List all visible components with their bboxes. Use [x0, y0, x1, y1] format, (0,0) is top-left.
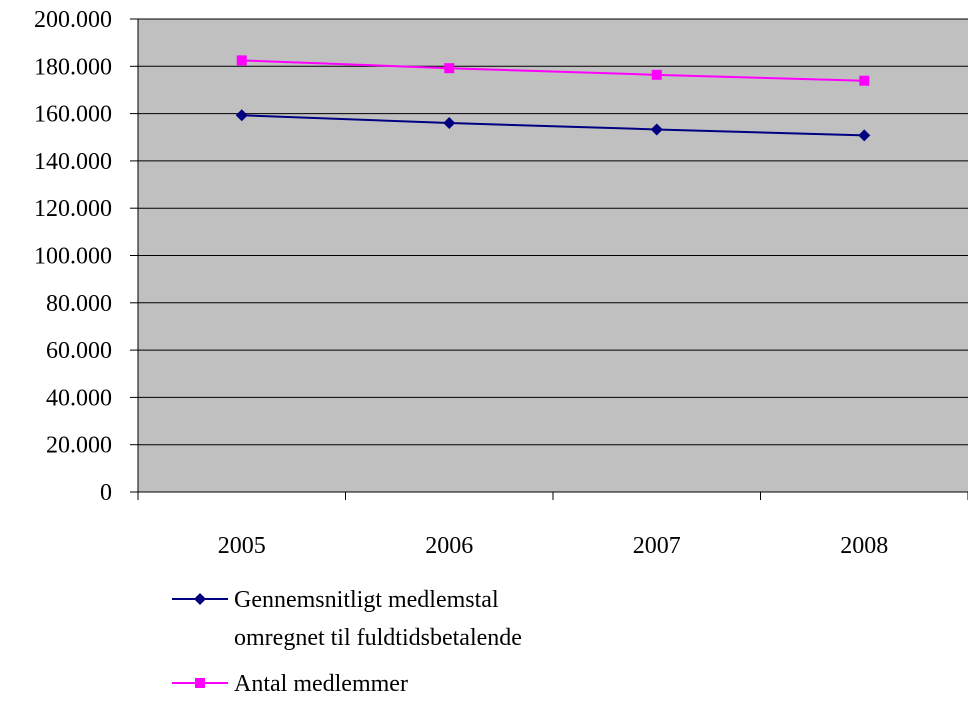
series-line: [241, 59, 865, 82]
data-point: [859, 75, 870, 86]
legend-label: Gennemsnitligt medlemstal: [234, 587, 499, 613]
y-tick-label: 20.000: [46, 433, 112, 459]
data-point: [858, 129, 871, 142]
y-tick-label: 80.000: [46, 291, 112, 317]
y-tick-label: 40.000: [46, 385, 112, 411]
y-tick-label: 140.000: [34, 149, 112, 175]
data-point: [236, 55, 247, 66]
y-tick-label: 120.000: [34, 196, 112, 222]
y-tick-label: 0: [100, 480, 112, 506]
y-tick-label: 100.000: [34, 244, 112, 270]
data-point: [235, 109, 248, 122]
legend-marker: [194, 593, 206, 605]
legend-label: omregnet til fuldtidsbetalende: [234, 625, 522, 651]
x-tick-label: 2007: [633, 533, 681, 559]
legend-marker: [195, 678, 205, 688]
x-tick-label: 2008: [840, 533, 888, 559]
y-tick-label: 180.000: [34, 54, 112, 80]
x-tick-label: 2006: [425, 533, 473, 559]
data-point: [444, 63, 455, 74]
x-tick-label: 2005: [218, 533, 266, 559]
y-tick-label: 160.000: [34, 102, 112, 128]
data-point: [651, 69, 662, 80]
data-point: [443, 117, 456, 130]
legend-label: Antal medlemmer: [234, 671, 408, 697]
y-tick-label: 200.000: [34, 7, 112, 33]
series-line: [241, 114, 865, 137]
data-point: [650, 123, 663, 136]
y-tick-label: 60.000: [46, 338, 112, 364]
